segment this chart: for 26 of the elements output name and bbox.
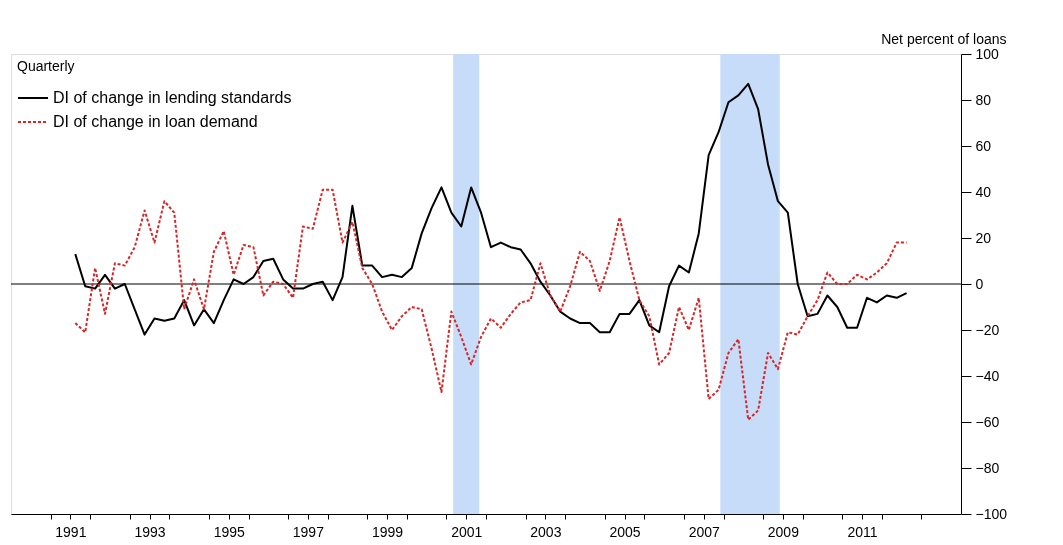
x-tick-label: 1993 [134, 523, 166, 540]
y-axis-title: Net percent of loans [881, 30, 1007, 47]
x-tick-label: 2005 [609, 523, 641, 540]
legend-label: DI of change in lending standards [53, 89, 292, 106]
legend-label: DI of change in loan demand [53, 113, 258, 130]
x-tick-label: 2009 [767, 523, 800, 540]
y-tick-label: −80 [975, 459, 1000, 476]
x-tick-label: 1997 [292, 523, 325, 540]
y-tick-label: 100 [975, 45, 1000, 62]
y-tick-label: 80 [975, 91, 992, 108]
legend-title: Quarterly [17, 58, 75, 74]
x-tick-label: 2001 [451, 523, 483, 540]
x-tick-label: 2003 [530, 523, 562, 540]
x-tick-label: 2007 [688, 523, 720, 540]
y-tick-label: −40 [975, 367, 1000, 384]
y-tick-label: 20 [975, 229, 992, 246]
y-tick-label: 0 [975, 275, 984, 292]
y-tick-label: 60 [975, 137, 992, 154]
x-tick-label: 1999 [371, 523, 404, 540]
x-tick-label: 1991 [55, 523, 87, 540]
y-tick-label: −60 [975, 413, 1000, 430]
y-tick-label: 40 [975, 183, 992, 200]
y-tick-label: −100 [975, 505, 1008, 522]
y-tick-label: −20 [975, 321, 1000, 338]
x-tick-label: 1995 [213, 523, 245, 540]
x-tick-label: 2011 [847, 523, 878, 540]
